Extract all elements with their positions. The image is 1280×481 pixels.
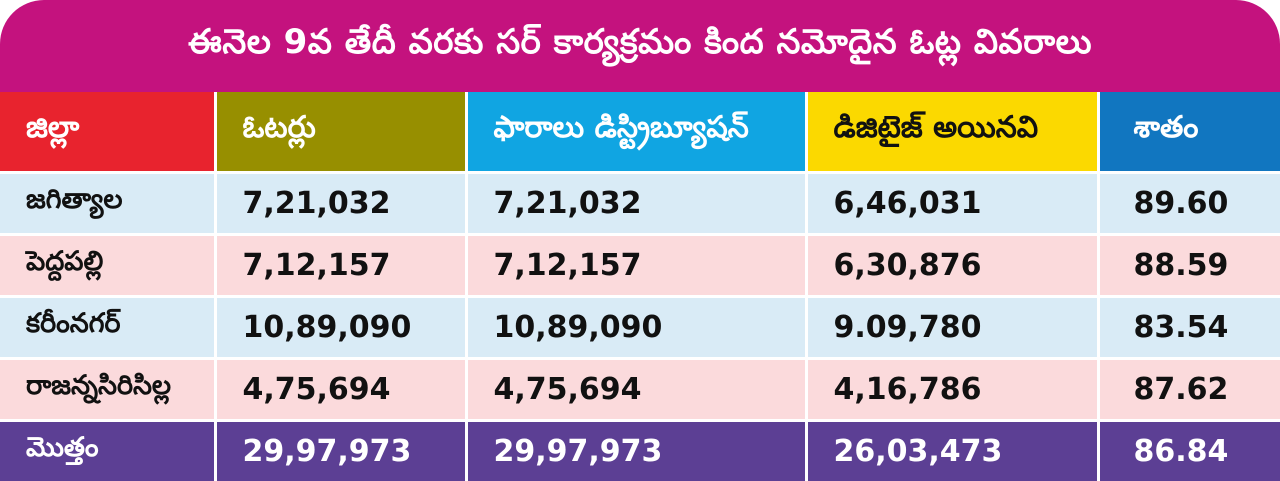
district-name: జగిత్యాల [0, 172, 217, 236]
header-forms-distribution: ఫారాలు డిస్ట్రిబ్యూషన్ [466, 92, 808, 174]
page-title: ఈనెల 9వ తేదీ వరకు సర్ కార్యక్రమం కింద నమ… [188, 22, 1092, 62]
voters-value: 7,21,032 [215, 172, 468, 236]
table-header-row: జిల్లా ఓటర్లు ఫారాలు డిస్ట్రిబ్యూషన్ డిజ… [0, 92, 1280, 174]
forms-value: 7,21,032 [466, 172, 808, 236]
percentage-value: 89.60 [1098, 172, 1280, 236]
total-row: మొత్తం 29,97,973 29,97,973 26,03,473 86.… [0, 420, 1280, 481]
title-banner: ఈనెల 9వ తేదీ వరకు సర్ కార్యక్రమం కింద నమ… [0, 0, 1280, 92]
forms-value: 7,12,157 [466, 234, 808, 298]
table-row: పెద్దపల్లి 7,12,157 7,12,157 6,30,876 88… [0, 234, 1280, 298]
digitized-value: 6,30,876 [806, 234, 1100, 298]
voters-value: 4,75,694 [215, 358, 468, 422]
district-name: కరీంనగర్ [0, 296, 217, 360]
header-percentage: శాతం [1098, 92, 1280, 174]
percentage-value: 88.59 [1098, 234, 1280, 298]
total-digitized: 26,03,473 [806, 420, 1100, 481]
header-district: జిల్లా [0, 92, 217, 174]
voters-value: 10,89,090 [215, 296, 468, 360]
header-digitized: డిజిటైజ్ అయినవి [806, 92, 1100, 174]
voter-details-table: జిల్లా ఓటర్లు ఫారాలు డిస్ట్రిబ్యూషన్ డిజ… [0, 92, 1280, 481]
header-voters: ఓటర్లు [215, 92, 468, 174]
total-voters: 29,97,973 [215, 420, 468, 481]
forms-value: 10,89,090 [466, 296, 808, 360]
table-row: రాజన్నసిరిసిల్ల 4,75,694 4,75,694 4,16,7… [0, 358, 1280, 422]
total-label: మొత్తం [0, 420, 217, 481]
table-row: కరీంనగర్ 10,89,090 10,89,090 9.09,780 83… [0, 296, 1280, 360]
total-percentage: 86.84 [1098, 420, 1280, 481]
digitized-value: 6,46,031 [806, 172, 1100, 236]
percentage-value: 87.62 [1098, 358, 1280, 422]
table-row: జగిత్యాల 7,21,032 7,21,032 6,46,031 89.6… [0, 172, 1280, 236]
percentage-value: 83.54 [1098, 296, 1280, 360]
digitized-value: 9.09,780 [806, 296, 1100, 360]
digitized-value: 4,16,786 [806, 358, 1100, 422]
district-name: పెద్దపల్లి [0, 234, 217, 298]
district-name: రాజన్నసిరిసిల్ల [0, 358, 217, 422]
voters-value: 7,12,157 [215, 234, 468, 298]
total-forms: 29,97,973 [466, 420, 808, 481]
forms-value: 4,75,694 [466, 358, 808, 422]
